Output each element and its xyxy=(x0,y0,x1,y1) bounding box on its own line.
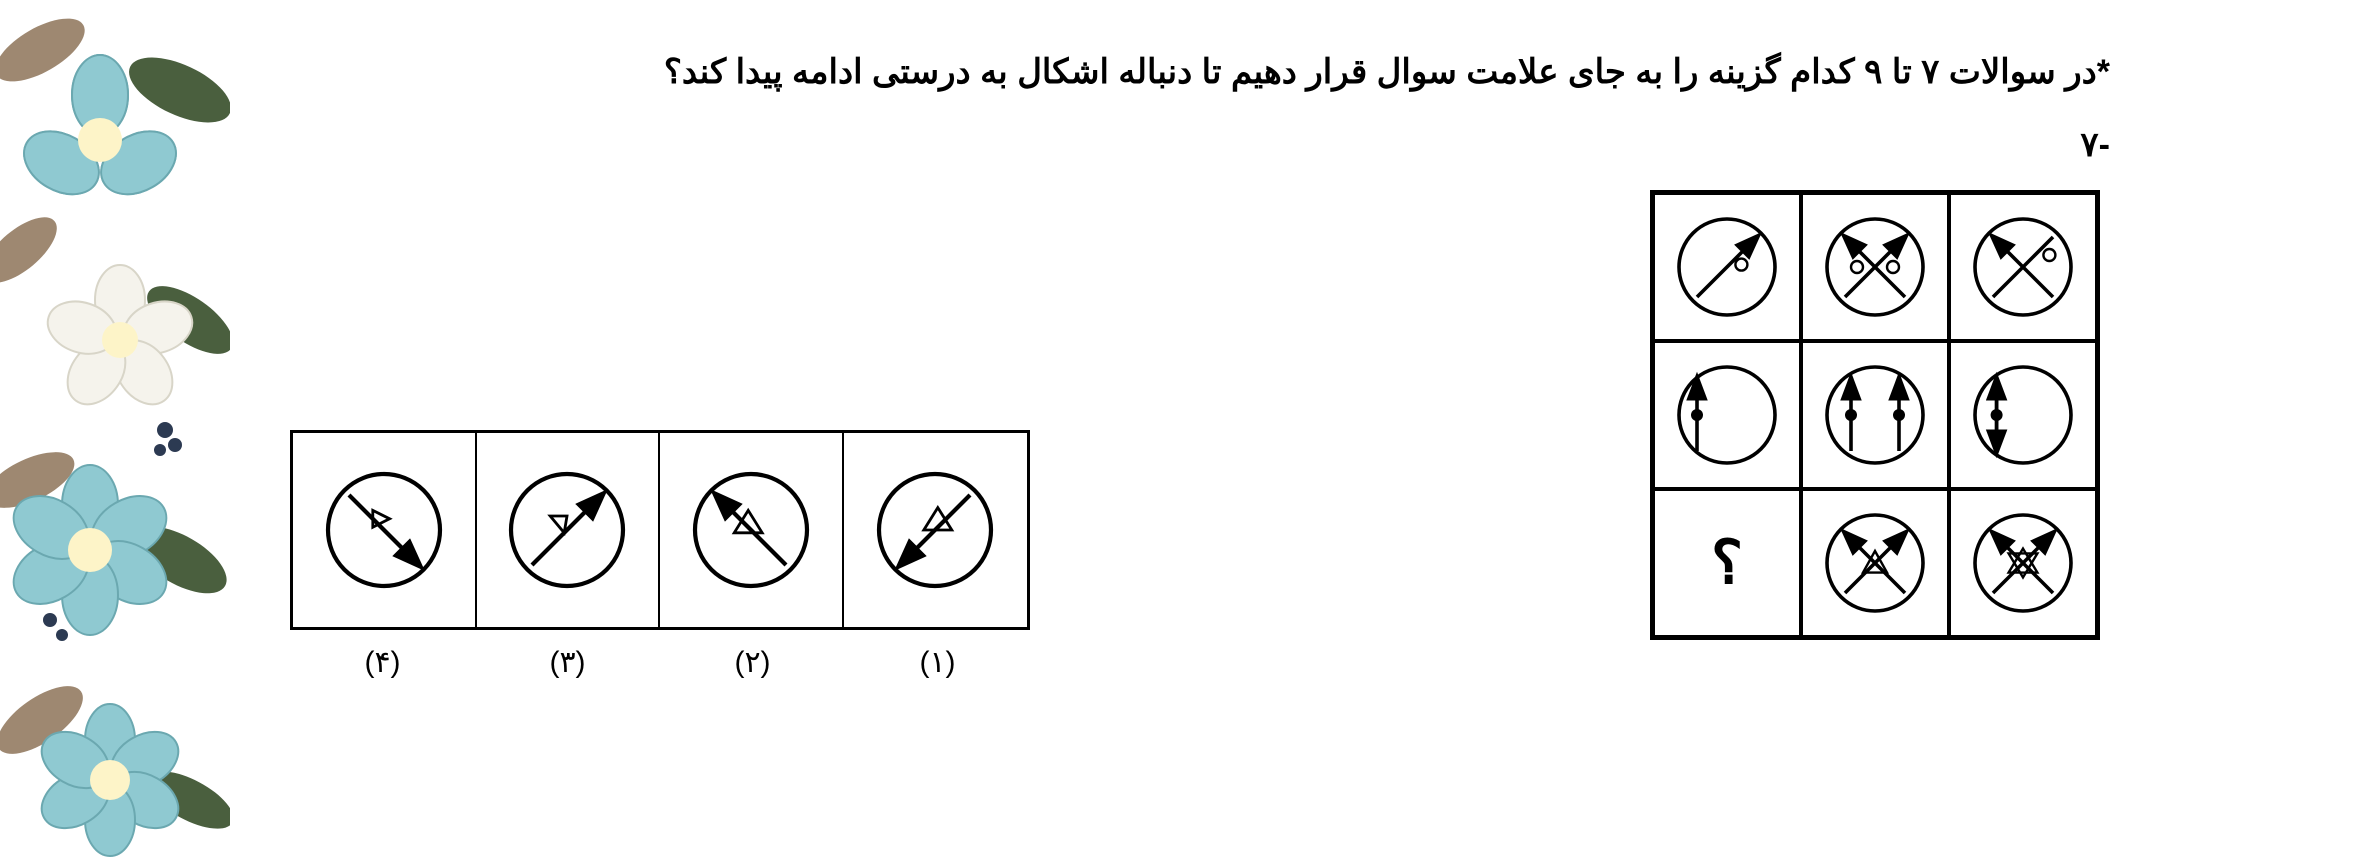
grid-cell-r1c3 xyxy=(1949,193,2097,341)
option-cell-2[interactable] xyxy=(660,433,844,627)
puzzle-grid: ؟ xyxy=(1650,190,2100,640)
grid-cell-r3c3 xyxy=(1949,489,2097,637)
grid-cell-r2c2 xyxy=(1801,341,1949,489)
option-cell-4[interactable] xyxy=(293,433,477,627)
question-mark-icon: ؟ xyxy=(1711,528,1743,598)
option-cell-1[interactable] xyxy=(844,433,1028,627)
option-label-3: (۳) xyxy=(475,645,660,680)
option-label-4: (۴) xyxy=(290,645,475,680)
floral-decoration xyxy=(0,0,230,857)
instruction-text: *در سوالات ۷ تا ۹ کدام گزینه را به جای ع… xyxy=(664,52,2110,92)
option-label-2: (۲) xyxy=(660,645,845,680)
option-cell-3[interactable] xyxy=(477,433,661,627)
grid-cell-r1c1 xyxy=(1653,193,1801,341)
options-row xyxy=(290,430,1030,630)
question-number: -۷ xyxy=(2080,125,2110,165)
option-label-1: (۱) xyxy=(845,645,1030,680)
option-labels: (۴) (۳) (۲) (۱) xyxy=(290,645,1030,680)
grid-cell-r3c2 xyxy=(1801,489,1949,637)
grid-cell-r2c3 xyxy=(1949,341,2097,489)
grid-cell-r3c1: ؟ xyxy=(1653,489,1801,637)
grid-cell-r2c1 xyxy=(1653,341,1801,489)
grid-cell-r1c2 xyxy=(1801,193,1949,341)
